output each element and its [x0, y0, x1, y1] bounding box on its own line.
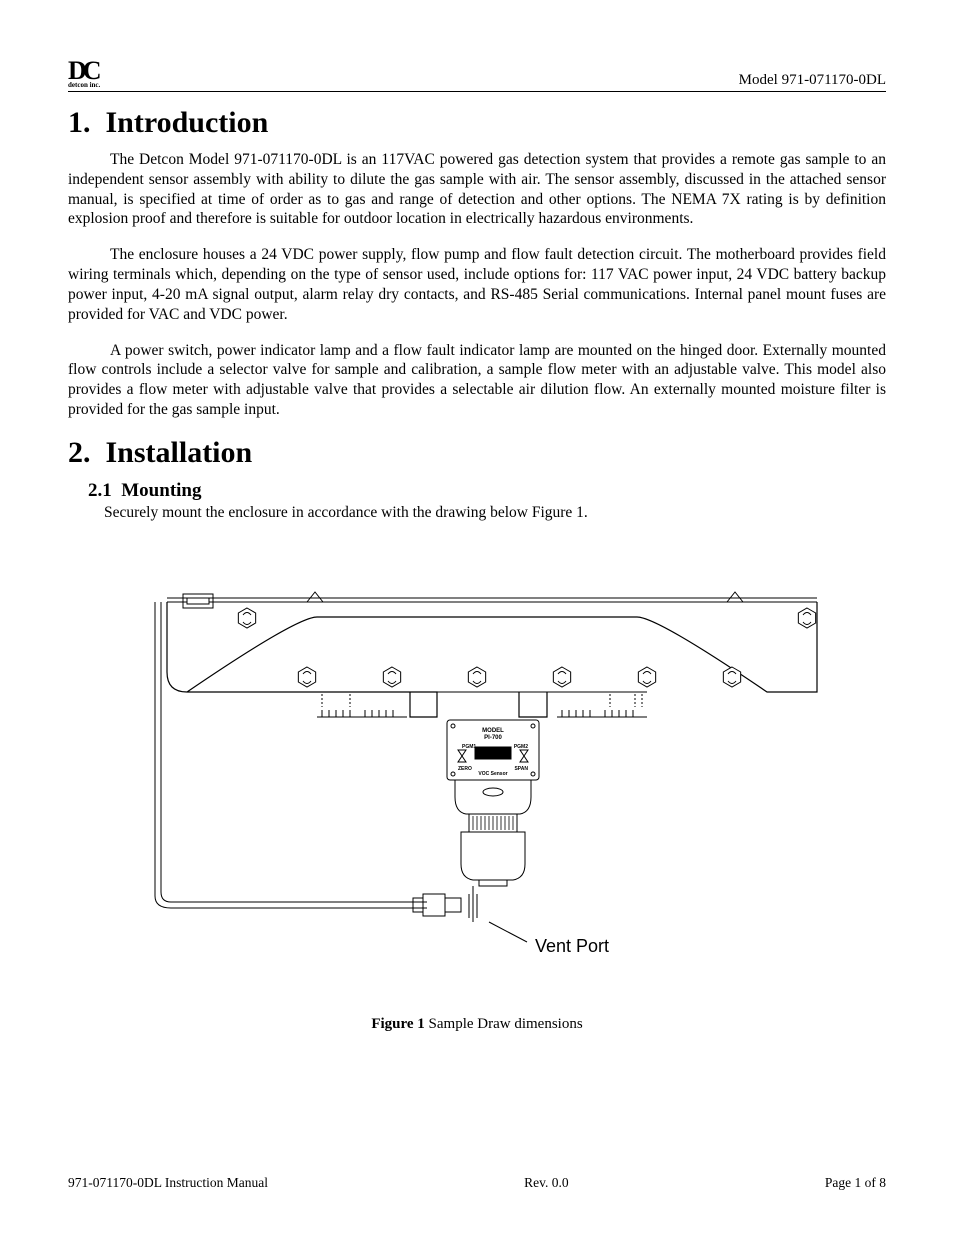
- subsection-2-1-title: Mounting: [121, 480, 201, 501]
- intro-paragraph-1: The Detcon Model 971-071170-0DL is an 11…: [68, 150, 886, 229]
- section-2-title: Installation: [106, 436, 253, 469]
- footer-center: Rev. 0.0: [524, 1175, 569, 1191]
- footer-right: Page 1 of 8: [825, 1175, 886, 1191]
- diagram-sensor-model-1: MODEL: [482, 728, 504, 734]
- sample-draw-diagram: MODEL PI-700 PGM1 PGM2 ZERO SPAN VOC Sen…: [117, 562, 837, 962]
- figure-1-caption-text: Sample Draw dimensions: [425, 1016, 583, 1032]
- section-1-heading: 1. Introduction: [68, 106, 886, 140]
- section-2-number: 2.: [68, 436, 91, 469]
- footer-left: 971-071170-0DL Instruction Manual: [68, 1175, 268, 1191]
- diagram-pgm2: PGM2: [514, 744, 528, 750]
- page-header: DC detcon inc. Model 971-071170-0DL: [68, 58, 886, 92]
- diagram-pgm1: PGM1: [462, 744, 476, 750]
- subsection-2-1-heading: 2.1 Mounting: [88, 480, 886, 502]
- figure-1: MODEL PI-700 PGM1 PGM2 ZERO SPAN VOC Sen…: [68, 562, 886, 1033]
- diagram-zero: ZERO: [458, 766, 472, 772]
- figure-1-caption: Figure 1 Sample Draw dimensions: [68, 1016, 886, 1033]
- diagram-voc: VOC Sensor: [478, 771, 507, 777]
- logo-subtext: detcon inc.: [68, 82, 100, 89]
- diagram-vent-port-label: Vent Port: [535, 936, 609, 956]
- page: DC detcon inc. Model 971-071170-0DL 1. I…: [0, 0, 954, 1235]
- diagram-sensor-model-2: PI-700: [484, 735, 502, 741]
- intro-paragraph-3: A power switch, power indicator lamp and…: [68, 341, 886, 420]
- diagram-span: SPAN: [514, 766, 528, 772]
- logo: DC detcon inc.: [68, 58, 100, 89]
- page-footer: 971-071170-0DL Instruction Manual Rev. 0…: [68, 1175, 886, 1191]
- subsection-2-1-body: Securely mount the enclosure in accordan…: [104, 504, 886, 522]
- figure-1-label: Figure 1: [371, 1016, 424, 1032]
- section-2-heading: 2. Installation: [68, 436, 886, 470]
- model-label: Model 971-071170-0DL: [739, 72, 886, 89]
- intro-paragraph-2: The enclosure houses a 24 VDC power supp…: [68, 245, 886, 324]
- subsection-2-1-number: 2.1: [88, 480, 112, 501]
- section-1-number: 1.: [68, 106, 91, 139]
- section-1-title: Introduction: [106, 106, 269, 139]
